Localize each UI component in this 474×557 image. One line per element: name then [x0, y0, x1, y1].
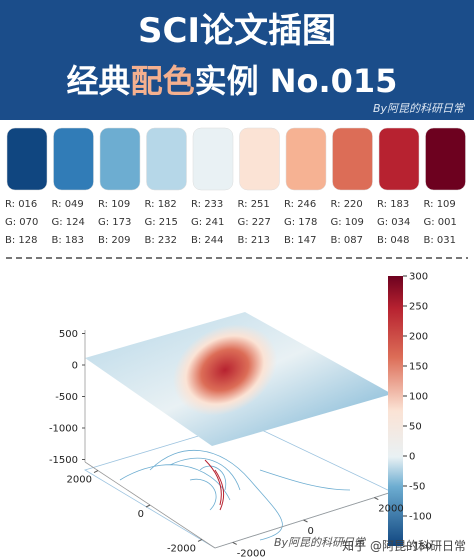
colorbar-tick-label: 300 — [409, 272, 428, 283]
swatch — [332, 127, 373, 191]
rgb-label: G: 241 — [191, 217, 224, 228]
swatch — [146, 127, 187, 191]
rgb-label: B: 213 — [238, 235, 271, 246]
swatch — [239, 127, 280, 191]
title-line1: SCI论文插图 — [138, 11, 336, 51]
rgb-label: B: 209 — [98, 235, 131, 246]
colorbar-tick-label: 100 — [409, 392, 428, 403]
x-tick — [197, 538, 203, 542]
rgb-label: R: 109 — [98, 199, 130, 210]
rgb-label: R: 109 — [424, 199, 456, 210]
colorbar-tick-label: -150 — [409, 542, 432, 553]
colorbar-tick-label: 0 — [409, 452, 415, 463]
rgb-label: R: 183 — [377, 199, 409, 210]
swatch — [53, 127, 94, 191]
x-tick-label: -2000 — [167, 543, 196, 554]
x-tick-label: 0 — [138, 509, 144, 520]
swatch — [378, 127, 420, 191]
rgb-label: G: 034 — [377, 217, 410, 228]
rgb-label: G: 215 — [145, 217, 178, 228]
rgb-label: R: 251 — [238, 199, 270, 210]
z-tick-label: -1000 — [49, 424, 78, 435]
rgb-label: R: 182 — [145, 199, 177, 210]
swatch — [99, 127, 141, 191]
rgb-label: G: 001 — [424, 217, 457, 228]
x-tick-label: 2000 — [67, 475, 92, 486]
rgb-label: B: 244 — [191, 235, 224, 246]
swatch — [285, 127, 327, 191]
swatch — [6, 127, 48, 191]
y-tick — [303, 519, 308, 523]
colorbar-tick-label: -50 — [409, 482, 425, 493]
rgb-label: G: 227 — [238, 217, 271, 228]
title-part: 经典 — [67, 62, 131, 100]
rgb-label: B: 031 — [424, 235, 457, 246]
swatch — [192, 127, 234, 191]
title-part: 实例 No.015 — [195, 62, 398, 100]
contour-lines — [119, 449, 351, 541]
z-tick-label: -500 — [55, 392, 78, 403]
rgb-label: R: 049 — [52, 199, 84, 210]
z-tick-label: 0 — [72, 361, 78, 372]
colorbar-tick-label: 150 — [409, 362, 428, 373]
title-line2: 经典配色实例 No.015 — [67, 62, 398, 100]
rgb-label: R: 233 — [191, 199, 223, 210]
y-tick-label: -2000 — [237, 548, 266, 557]
footer-watermark: 知乎 @阿昆的科研日常 — [342, 538, 466, 553]
rgb-label: B: 147 — [284, 235, 317, 246]
title-highlight: 配色 — [131, 62, 195, 100]
x-tick — [93, 470, 99, 474]
rgb-label: G: 173 — [98, 217, 131, 228]
z-tick-label: -1500 — [49, 455, 78, 466]
header-bg — [0, 0, 474, 120]
rgb-label: B: 048 — [377, 235, 410, 246]
swatch — [425, 127, 466, 191]
rgb-label: G: 070 — [5, 217, 38, 228]
rgb-label: R: 246 — [284, 199, 316, 210]
z-tick-label: 500 — [59, 329, 78, 340]
colorbar-tick-label: -100 — [409, 512, 432, 523]
x-tick — [145, 504, 151, 508]
rgb-label: G: 124 — [52, 217, 85, 228]
rgb-label: B: 087 — [331, 235, 364, 246]
rgb-label: B: 128 — [5, 235, 38, 246]
rgb-label: G: 109 — [331, 217, 364, 228]
chart-watermark: By阿昆的科研日常 — [274, 536, 367, 549]
rgb-label: R: 016 — [5, 199, 37, 210]
rgb-label: G: 178 — [284, 217, 317, 228]
y-tick — [374, 497, 379, 501]
colorbar — [388, 276, 403, 546]
rgb-label: B: 183 — [52, 235, 85, 246]
rgb-label: B: 232 — [145, 235, 178, 246]
y-tick-label: 0 — [308, 526, 314, 537]
y-tick — [232, 541, 237, 545]
y-tick-label: 2000 — [378, 504, 403, 515]
colorbar-tick-label: 200 — [409, 332, 428, 343]
surface-ridge — [172, 324, 278, 416]
colorbar-tick-label: 250 — [409, 302, 428, 313]
chart: By阿昆的科研日常 300250200150100500-50-100-1505… — [49, 272, 432, 557]
colorbar-tick-label: 50 — [409, 422, 422, 433]
signature: By阿昆的科研日常 — [373, 102, 466, 115]
rgb-label: R: 220 — [331, 199, 363, 210]
contour-lines-high — [204, 459, 225, 511]
